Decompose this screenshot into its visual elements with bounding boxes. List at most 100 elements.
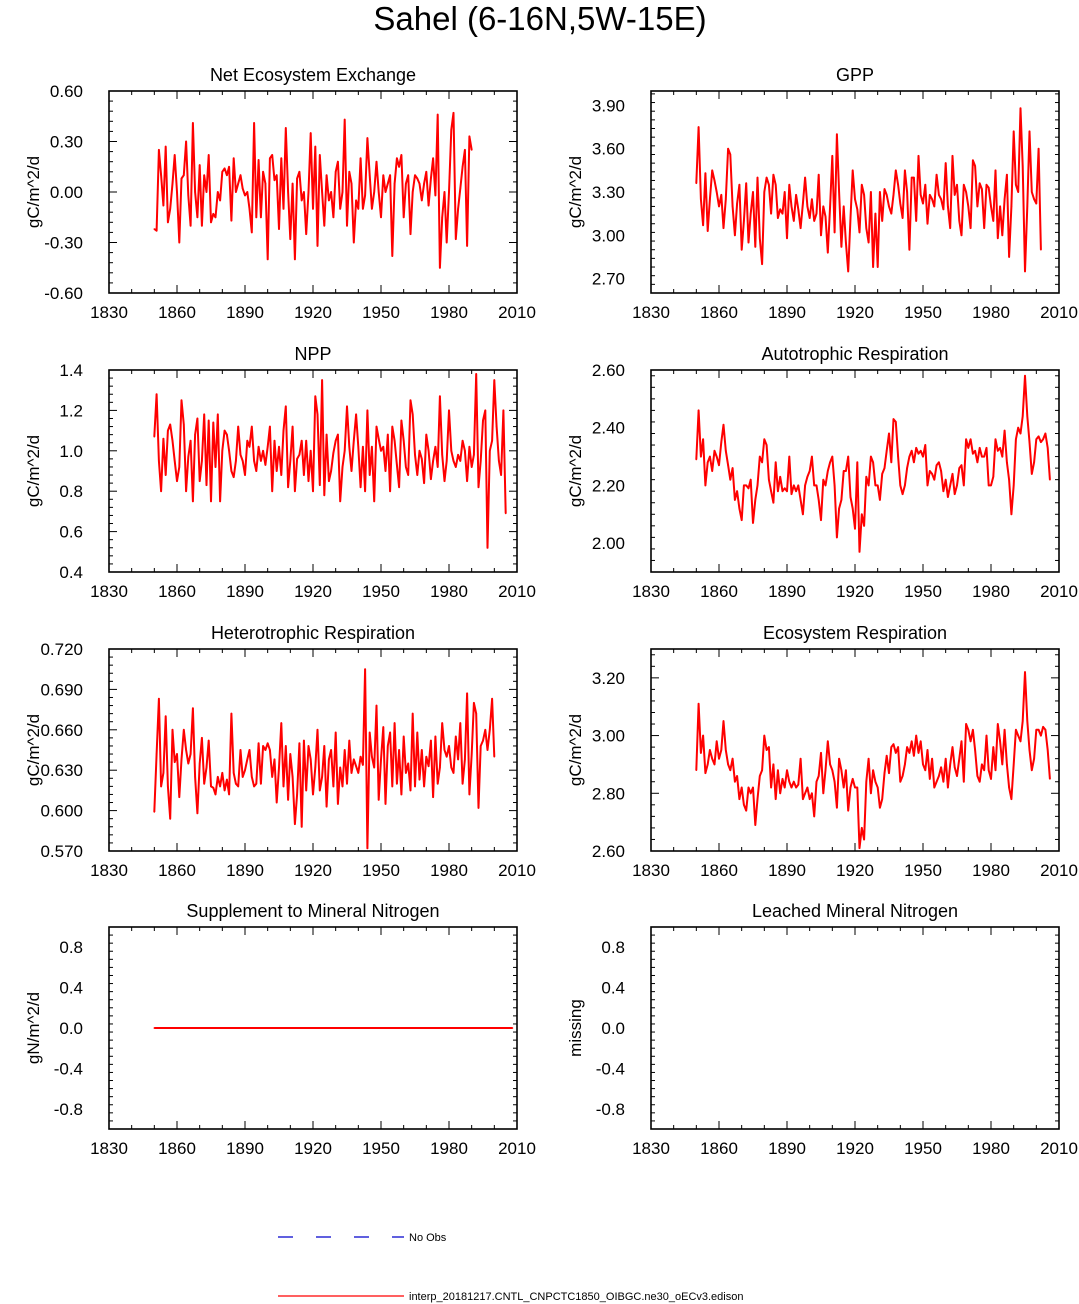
data-point: [697, 703, 700, 705]
data-point: [958, 757, 961, 760]
panels: Net Ecosystem Exchange gC/m^2/d 1830 1860 18…: [24, 65, 1078, 1158]
data-point: [241, 776, 244, 778]
y-tick-label: 0.00: [50, 183, 83, 202]
data-point: [804, 484, 806, 487]
data-point: [309, 758, 312, 761]
data-point: [799, 757, 802, 760]
data-point: [949, 763, 951, 766]
data-point: [475, 712, 478, 715]
data-point: [421, 199, 423, 202]
data-point: [956, 184, 958, 186]
data-point: [917, 155, 920, 157]
data-point: [761, 461, 763, 464]
data-point: [702, 438, 704, 441]
data-point: [933, 205, 936, 208]
data-point: [836, 133, 838, 136]
data-point: [754, 246, 757, 248]
data-point: [328, 199, 330, 202]
x-tick-label: 2010: [1040, 303, 1078, 322]
data-point: [965, 723, 967, 725]
data-point: [251, 231, 253, 234]
y-tick-label: 0.720: [40, 640, 83, 659]
data-point: [235, 191, 237, 193]
data-point: [239, 454, 242, 456]
y-tick-label: 3.90: [592, 96, 625, 115]
data-point: [223, 167, 226, 170]
data-point: [1026, 205, 1029, 208]
data-point: [300, 826, 303, 828]
x-tick-label: 1890: [226, 1139, 264, 1158]
data-point: [285, 405, 287, 408]
data-point: [854, 786, 856, 789]
data-point: [813, 484, 815, 487]
data-point: [1040, 441, 1042, 443]
data-point: [255, 216, 258, 219]
data-point: [384, 191, 387, 193]
data-point: [402, 735, 405, 738]
data-point: [849, 217, 852, 219]
data-point: [309, 132, 312, 134]
data-point: [872, 266, 874, 268]
data-point: [795, 194, 797, 196]
data-point: [756, 484, 759, 487]
data-point: [307, 745, 310, 747]
data-point: [393, 182, 396, 185]
data-point: [337, 160, 339, 163]
data-point: [257, 446, 260, 448]
data-point: [978, 780, 981, 783]
data-point: [377, 437, 380, 440]
data-point: [180, 177, 183, 180]
y-tick-label: 0.60: [50, 82, 83, 101]
y-tick-label: 3.20: [592, 669, 625, 688]
data-point: [314, 145, 317, 148]
data-point: [357, 772, 360, 774]
data-point: [768, 478, 770, 481]
data-point: [271, 490, 274, 493]
data-point: [194, 433, 196, 436]
data-point: [904, 484, 906, 487]
data-point: [393, 439, 396, 442]
data-point: [722, 720, 725, 722]
data-point: [341, 191, 344, 193]
data-point: [291, 425, 294, 428]
data-point: [162, 772, 165, 774]
data-point: [695, 458, 698, 461]
data-point: [770, 490, 772, 493]
data-point: [232, 476, 235, 478]
data-point: [228, 793, 230, 796]
data-point: [260, 460, 262, 462]
data-point: [210, 785, 212, 788]
data-point: [904, 763, 906, 766]
data-point: [824, 484, 827, 487]
data-point: [201, 224, 203, 227]
data-point: [768, 746, 770, 748]
x-tick-label: 1830: [90, 582, 128, 601]
data-point: [468, 135, 471, 138]
x-tick-label: 1860: [700, 861, 738, 880]
y-tick-label: -0.8: [54, 1100, 83, 1119]
data-point: [457, 758, 459, 761]
data-point: [697, 409, 700, 412]
data-point: [940, 766, 942, 769]
data-point: [976, 205, 979, 208]
data-point: [876, 484, 879, 487]
data-point: [1012, 763, 1015, 766]
data-point: [709, 455, 711, 458]
data-point: [754, 499, 757, 501]
data-point: [296, 793, 298, 796]
data-point: [282, 208, 285, 210]
data-point: [255, 470, 258, 472]
data-point: [831, 155, 834, 157]
data-point: [364, 194, 366, 197]
data-point: [251, 425, 253, 428]
data-point: [307, 480, 310, 482]
data-point: [1006, 763, 1008, 766]
data-point: [874, 780, 877, 783]
data-point: [257, 742, 260, 745]
data-point: [468, 446, 471, 448]
y-tick-label: 2.20: [592, 476, 625, 495]
data-point: [280, 157, 283, 160]
data-point: [827, 251, 829, 254]
y-axis-label: gC/m^2/d: [24, 714, 43, 786]
x-tick-label: 1950: [904, 303, 942, 322]
